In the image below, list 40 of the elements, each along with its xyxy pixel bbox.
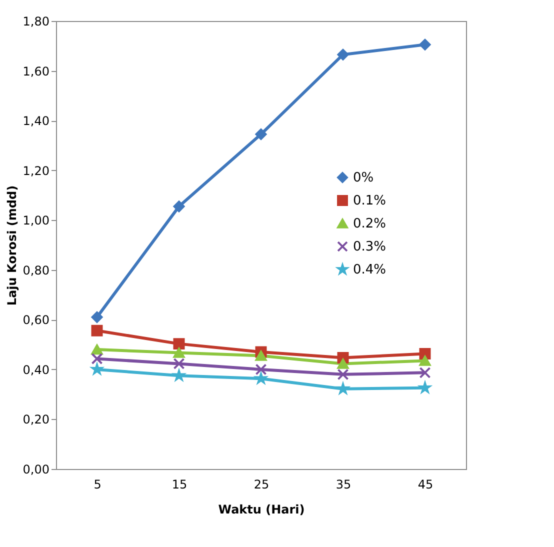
point [419, 348, 431, 360]
legend-label: 0.1% [353, 194, 386, 208]
point [419, 356, 431, 366]
point [419, 38, 431, 50]
y-tick-label: 1,80 [22, 14, 50, 28]
y-tick-label: 0,60 [22, 313, 50, 328]
y-axis-title: Laju Korosi (mdd) [4, 185, 19, 306]
point [419, 366, 431, 378]
point [173, 338, 185, 350]
point [91, 344, 103, 355]
y-tick-label: 1,40 [22, 114, 50, 128]
point [255, 364, 267, 376]
point [173, 200, 185, 212]
point [337, 368, 349, 380]
x-tick-label: 15 [172, 478, 188, 492]
x-axis-title: Waktu (Hari) [218, 502, 305, 516]
point [91, 353, 103, 364]
x-tick-label: 45 [418, 478, 434, 492]
point [91, 311, 103, 323]
point [255, 350, 267, 361]
y-tick-label: 0,80 [22, 263, 50, 278]
x-tick-label: 35 [336, 478, 352, 492]
y-tick-label: 1,00 [22, 214, 50, 228]
legend-label: 0.3% [353, 240, 386, 254]
point [255, 128, 267, 140]
point [337, 48, 349, 60]
point [173, 358, 185, 370]
point [91, 324, 103, 336]
x-tick-label: 5 [94, 478, 102, 492]
y-tick-label: 0,00 [22, 462, 50, 476]
point [173, 348, 185, 358]
y-tick-label: 0,40 [22, 362, 50, 377]
y-tick-label: 0,20 [22, 412, 50, 427]
legend-label: 0% [353, 170, 374, 186]
legend-label: 0.2% [353, 216, 386, 232]
x-tick-label: 25 [254, 478, 270, 492]
point [337, 358, 349, 369]
y-tick-label: 1,60 [22, 64, 50, 78]
y-tick-label: 1,20 [22, 164, 50, 178]
legend-label: 0.4% [353, 262, 386, 278]
